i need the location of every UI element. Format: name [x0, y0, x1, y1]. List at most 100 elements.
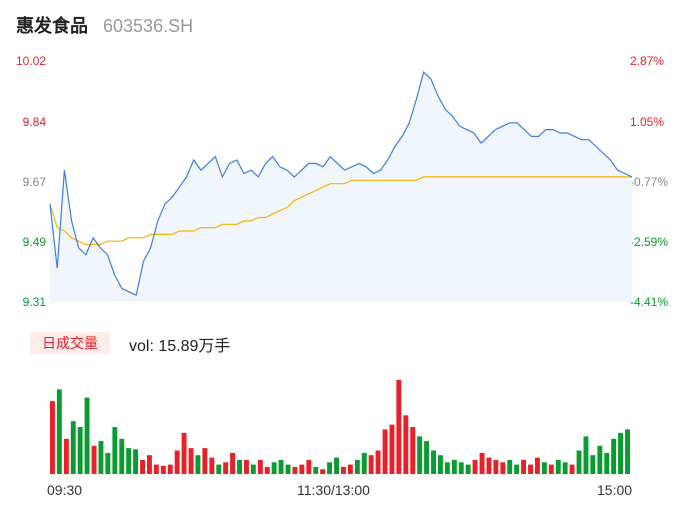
volume-bar — [237, 459, 242, 474]
volume-bar — [257, 459, 263, 474]
volume-bar — [188, 448, 194, 474]
volume-bar — [611, 438, 617, 475]
volume-bar — [410, 427, 416, 474]
volume-bar — [368, 455, 374, 474]
volume-bar — [147, 455, 152, 474]
volume-bar — [320, 469, 326, 474]
volume-bar — [548, 464, 554, 474]
volume-bar — [590, 455, 596, 474]
volume-bar — [458, 462, 464, 475]
volume-bar — [334, 457, 339, 474]
price-label-high: 10.02 — [15, 54, 46, 68]
volume-bar — [389, 424, 395, 474]
x-label-midday: 11:30/13:00 — [297, 482, 370, 498]
volume-bar — [472, 459, 478, 474]
volume-badge: 日成交量 — [30, 332, 110, 354]
pct-label-high: 2.87% — [630, 54, 665, 68]
avg-line — [49, 176, 632, 246]
price-label-low: 9.31 — [22, 295, 46, 309]
volume-bar — [230, 452, 235, 475]
price-label-4: 9.49 — [22, 235, 46, 249]
volume-bar — [285, 464, 291, 474]
volume-bar — [167, 464, 173, 474]
volume-bar — [521, 459, 526, 474]
volume-bar — [528, 464, 533, 474]
volume-bar — [451, 459, 457, 474]
price-line — [49, 70, 633, 297]
volume-bar — [341, 466, 346, 474]
volume-bar — [576, 450, 582, 474]
volume-bar — [264, 466, 270, 474]
volume-bars — [50, 380, 630, 475]
volume-bar — [444, 462, 450, 475]
pct-label-2: 1.05% — [630, 115, 665, 129]
volume-bar — [313, 466, 319, 474]
volume-bar — [174, 450, 180, 474]
volume-bar — [160, 465, 166, 474]
volume-text: vol: 15.89万手 — [129, 338, 231, 355]
volume-bar — [299, 464, 305, 474]
volume-bar — [479, 452, 485, 475]
volume-bar — [77, 427, 83, 474]
volume-bar — [105, 452, 111, 475]
volume-bar — [465, 464, 471, 474]
volume-bar — [271, 462, 277, 475]
volume-bar — [133, 449, 138, 474]
volume-bar — [500, 462, 506, 475]
volume-bar — [223, 462, 229, 475]
volume-bar — [195, 455, 201, 474]
volume-bar — [431, 450, 436, 474]
price-area — [50, 72, 632, 302]
volume-bar — [354, 459, 360, 474]
volume-bar — [403, 415, 409, 475]
pct-label-mid: -0.77% — [630, 175, 669, 189]
volume-bar — [604, 452, 610, 475]
volume-bar — [583, 436, 589, 474]
volume-bar — [181, 432, 187, 474]
volume-bar — [119, 438, 125, 475]
volume-bar — [63, 438, 69, 475]
volume-bar — [84, 397, 90, 474]
stock-code: 603536.SH — [103, 16, 194, 36]
volume-bar — [140, 459, 145, 474]
volume-bar — [292, 466, 298, 474]
volume-bar — [209, 457, 215, 474]
volume-bar — [56, 389, 62, 474]
volume-bar — [618, 432, 623, 474]
volume-bar — [278, 459, 284, 474]
pct-label-4: -2.59% — [630, 235, 669, 249]
volume-bar — [507, 459, 513, 474]
volume-bar — [216, 464, 222, 474]
volume-bar — [493, 459, 499, 474]
volume-bar — [382, 429, 388, 474]
pct-label-low: -4.41% — [630, 295, 669, 309]
volume-bar — [396, 380, 402, 474]
volume-bar — [244, 459, 249, 474]
volume-bar — [91, 445, 97, 474]
volume-bar — [417, 436, 423, 474]
price-label-mid: 9.67 — [22, 175, 46, 189]
volume-bar — [625, 429, 630, 474]
volume-bar — [541, 462, 547, 475]
price-label-2: 9.84 — [22, 115, 46, 129]
volume-bar — [98, 441, 104, 474]
volume-bar — [597, 445, 603, 474]
volume-bar — [361, 452, 367, 475]
volume-bar — [202, 448, 208, 474]
volume-bar — [50, 401, 55, 474]
volume-bar — [486, 457, 492, 474]
x-label-open: 09:30 — [47, 482, 83, 498]
x-label-close: 15:00 — [597, 482, 633, 498]
volume-bar — [438, 455, 443, 474]
volume-bar — [555, 459, 561, 474]
volume-bar — [327, 462, 332, 475]
volume-bar — [569, 464, 575, 474]
volume-bar — [424, 441, 429, 474]
stock-name: 惠发食品 — [16, 16, 88, 36]
volume-bar — [70, 421, 76, 474]
volume-bar — [306, 459, 312, 474]
volume-bar — [153, 464, 159, 474]
volume-bar — [514, 464, 520, 474]
volume-bar — [250, 464, 256, 474]
